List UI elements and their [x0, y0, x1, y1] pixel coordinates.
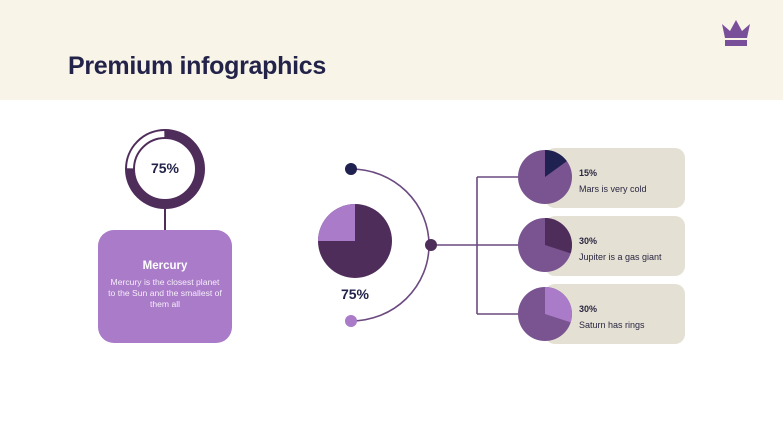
- item-pie-slice: [545, 218, 572, 254]
- item-label: Jupiter is a gas giant: [579, 252, 662, 262]
- pie-remaining-slice: [318, 204, 355, 241]
- center-pie-chart: [318, 204, 392, 278]
- item-percent: 30%: [579, 304, 598, 314]
- mercury-text: Mercury is the closest planet to the Sun…: [108, 277, 222, 309]
- item-pie-slice: [545, 150, 567, 177]
- mercury-title: Mercury: [142, 260, 188, 272]
- item-pies: [518, 150, 572, 341]
- item-label: Mars is very cold: [579, 184, 647, 194]
- item-percent: 15%: [579, 168, 598, 178]
- donut-track: [125, 129, 205, 209]
- arc-dot-middle: [425, 239, 437, 251]
- item-pie-slice: [545, 287, 572, 323]
- item-percent: 30%: [579, 236, 598, 246]
- bracket-lines: [431, 176, 520, 315]
- arc-dot-top: [345, 163, 357, 175]
- center-pie-percent-label: 75%: [340, 286, 370, 302]
- donut-percent-label: 75%: [150, 160, 180, 176]
- header-band: [0, 0, 783, 100]
- crown-icon: [722, 20, 750, 46]
- donut-remaining-segment: [127, 131, 165, 169]
- item-label: Saturn has rings: [579, 320, 645, 330]
- mercury-card: Mercury Mercury is the closest planet to…: [98, 230, 232, 343]
- donut-chart: [125, 129, 205, 231]
- page-title: Premium infographics: [68, 52, 326, 80]
- arc-dot-bottom: [345, 315, 357, 327]
